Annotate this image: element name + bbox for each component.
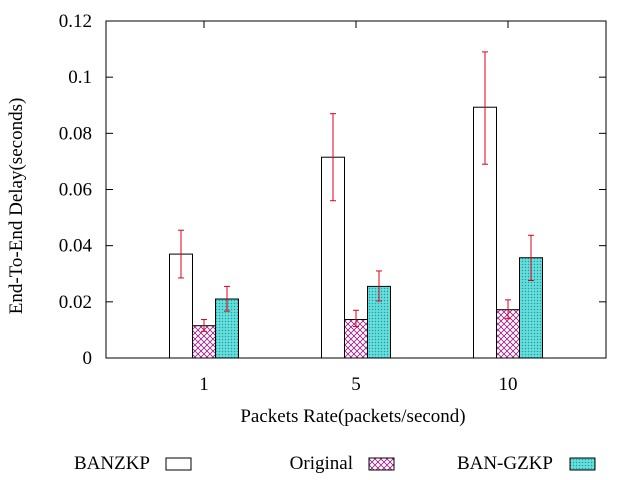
y-tick-label: 0	[83, 348, 93, 369]
y-tick-label: 0.12	[59, 11, 92, 32]
legend-swatch-ban-gzkp	[569, 457, 596, 471]
legend-swatch-original	[368, 457, 395, 471]
legend-swatch-banzkp	[165, 457, 192, 471]
y-tick-label: 0.08	[59, 123, 92, 144]
x-tick-label: 1	[199, 374, 209, 395]
y-axis: 0 0.02 0.04 0.06 0.08 0.1 0.12	[59, 11, 606, 369]
legend-label-original: Original	[290, 453, 353, 474]
legend: BANZKP Original BAN-GZKP	[74, 453, 596, 474]
legend-label-ban-gzkp: BAN-GZKP	[457, 453, 553, 474]
y-tick-label: 0.06	[59, 180, 92, 201]
x-tick-label: 10	[499, 374, 518, 395]
x-tick-label: 5	[351, 374, 361, 395]
error-bar-group	[178, 51, 534, 332]
y-tick-label: 0.1	[68, 67, 92, 88]
legend-label-banzkp: BANZKP	[74, 453, 150, 474]
bar-series-group	[169, 106, 543, 359]
y-axis-title: End-To-End Delay(seconds)	[6, 98, 27, 315]
y-tick-label: 0.02	[59, 292, 92, 313]
x-axis-title: Packets Rate(packets/second)	[240, 406, 465, 427]
y-tick-label: 0.04	[59, 236, 93, 257]
